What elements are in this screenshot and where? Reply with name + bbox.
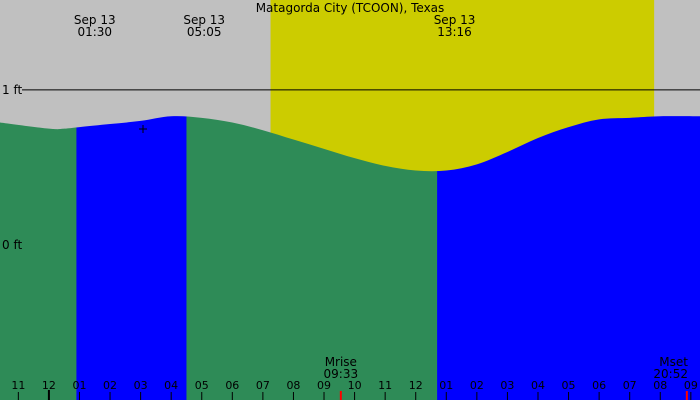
hour-tick-label: 11 xyxy=(11,379,25,392)
hour-tick-label: 02 xyxy=(470,379,484,392)
hour-tick-mark xyxy=(47,390,50,400)
hour-tick-mark xyxy=(354,392,356,400)
hour-tick-label: 07 xyxy=(256,379,270,392)
hour-tick-mark xyxy=(629,392,631,400)
hour-tick-mark xyxy=(384,392,386,400)
hour-tick-mark xyxy=(323,392,325,400)
hour-tick-mark xyxy=(78,392,80,400)
hour-tick-mark xyxy=(445,392,447,400)
chart-title: Matagorda City (TCOON), Texas xyxy=(256,1,445,15)
hour-tick-label: 10 xyxy=(348,379,362,392)
hour-tick-mark xyxy=(568,392,570,400)
moon-event-mark xyxy=(685,391,688,400)
hour-tick-label: 06 xyxy=(592,379,606,392)
y-axis-labels: 1 ft 0 ft xyxy=(2,83,22,252)
water-band-1 xyxy=(76,116,187,400)
hour-tick-mark xyxy=(17,392,19,400)
hour-tick-mark xyxy=(506,392,508,400)
extreme-date-label: Sep 13 xyxy=(74,13,116,27)
hour-tick-mark xyxy=(476,392,478,400)
hour-tick-mark xyxy=(109,392,111,400)
hour-tick-label: 05 xyxy=(562,379,576,392)
hour-tick-mark xyxy=(140,392,142,400)
hour-tick-label: 06 xyxy=(225,379,239,392)
extreme-date-label: Sep 13 xyxy=(183,13,225,27)
hour-tick-label: 01 xyxy=(439,379,453,392)
water-band-0 xyxy=(0,116,77,400)
hour-tick-label: 12 xyxy=(409,379,423,392)
hour-tick-mark xyxy=(231,392,233,400)
hour-tick-mark xyxy=(659,392,661,400)
extreme-date-label: Sep 13 xyxy=(434,13,476,27)
hour-tick-label: 08 xyxy=(286,379,300,392)
hour-tick-mark xyxy=(537,392,539,400)
extreme-time-label: 05:05 xyxy=(187,25,222,39)
hour-tick-mark xyxy=(262,392,264,400)
extreme-time-label: 01:30 xyxy=(77,25,112,39)
hour-tick-label: 03 xyxy=(500,379,514,392)
hour-tick-label: 07 xyxy=(623,379,637,392)
moon-event-mark xyxy=(339,391,342,400)
hour-tick-label: 02 xyxy=(103,379,117,392)
hour-axis: 11 12 01 02 03 04 05 06 07 08 09 10 11 12 01 02 03 04 05 06… xyxy=(11,379,698,400)
hour-tick-label: 12 xyxy=(42,379,56,392)
hour-tick-mark xyxy=(170,392,172,400)
moon-event-label: Mset xyxy=(659,355,688,369)
hour-tick-mark xyxy=(292,392,294,400)
water-band-3 xyxy=(437,116,700,400)
hour-tick-label: 05 xyxy=(195,379,209,392)
hour-tick-label: 04 xyxy=(164,379,178,392)
hour-tick-label: 03 xyxy=(134,379,148,392)
y-axis-label: 0 ft xyxy=(2,238,22,252)
y-axis-label: 1 ft xyxy=(2,83,22,97)
moon-event-label: Mrise xyxy=(325,355,357,369)
moon-event-time: 20:52 xyxy=(653,367,688,381)
hour-tick-label: 01 xyxy=(72,379,86,392)
hour-tick-label: 09 xyxy=(317,379,331,392)
hour-tick-mark xyxy=(415,392,417,400)
hour-tick-label: 04 xyxy=(531,379,545,392)
hour-tick-mark xyxy=(201,392,203,400)
hour-tick-mark xyxy=(598,392,600,400)
moon-event-time: 09:33 xyxy=(324,367,359,381)
hour-tick-label: 08 xyxy=(653,379,667,392)
hour-tick-label: 11 xyxy=(378,379,392,392)
crosshair-marker xyxy=(139,125,147,133)
hour-tick-mark xyxy=(690,392,692,400)
hour-tick-label: 09 xyxy=(684,379,698,392)
extreme-time-label: 13:16 xyxy=(437,25,472,39)
